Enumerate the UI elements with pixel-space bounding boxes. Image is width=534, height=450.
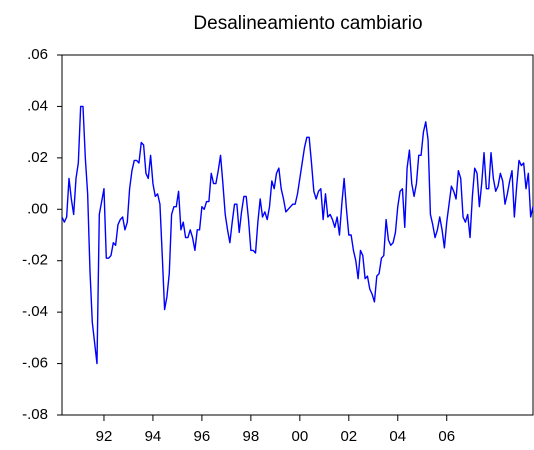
x-tick-label: 02 (340, 428, 357, 445)
y-tick-label: -.08 (22, 406, 48, 423)
x-tick-label: 94 (145, 428, 162, 445)
x-tick-label: 96 (194, 428, 211, 445)
plot-frame (61, 54, 534, 416)
x-tick-label: 06 (438, 428, 455, 445)
line-series (61, 105, 534, 365)
x-tick-label: 00 (291, 428, 308, 445)
y-tick-label: .02 (27, 149, 48, 166)
y-tick-label: -.06 (22, 355, 48, 372)
x-tick-label: 04 (389, 428, 406, 445)
y-tick-label: .04 (27, 97, 48, 114)
y-tick-label: -.04 (22, 303, 48, 320)
x-tick-label: 92 (96, 428, 113, 445)
y-tick-label: -.02 (22, 252, 48, 269)
chart-title: Desalineamiento cambiario (193, 13, 422, 34)
y-tick-label: .06 (27, 46, 48, 63)
x-tick-label: 98 (243, 428, 260, 445)
y-tick-label: .00 (27, 200, 48, 217)
